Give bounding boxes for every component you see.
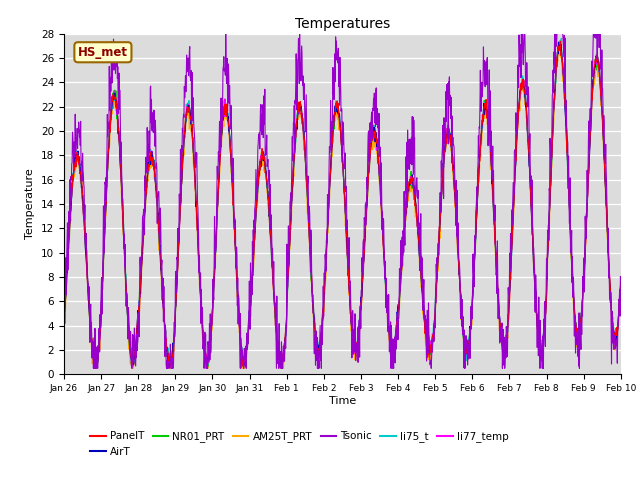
Line: AirT: AirT [64,42,621,367]
AM25T_PRT [90,365,98,371]
Tsonic [90,365,97,371]
AM25T_PRT [617,284,625,290]
Tsonic [429,329,437,335]
Tsonic [552,47,559,53]
AirT [429,333,437,339]
Line: PanelT: PanelT [64,41,621,368]
Tsonic [60,315,68,321]
li75_t [246,302,254,308]
AM25T_PRT [60,329,68,335]
li75_t [557,36,565,41]
PanelT [502,350,509,356]
li77_temp [60,319,68,325]
NR01_PRT [502,337,509,343]
li75_t [429,328,437,334]
li77_temp [171,330,179,336]
PanelT [170,334,178,339]
li75_t [171,328,179,334]
AM25T_PRT [184,104,192,110]
Title: Temperatures: Temperatures [295,17,390,31]
li77_temp [555,39,563,45]
NR01_PRT [60,312,68,318]
Tsonic [171,334,179,340]
NR01_PRT [276,364,284,370]
li77_temp [617,282,625,288]
AirT [60,322,68,327]
li75_t [60,316,68,322]
PanelT [551,90,559,96]
AM25T_PRT [171,331,179,337]
AirT [170,333,178,338]
Tsonic [222,31,230,36]
NR01_PRT [184,100,191,106]
Line: Tsonic: Tsonic [64,34,621,368]
li77_temp [502,333,509,338]
NR01_PRT [429,332,437,338]
li75_t [91,365,99,371]
AM25T_PRT [246,311,254,317]
AirT [184,107,191,112]
li75_t [184,105,192,111]
li75_t [502,340,509,346]
li75_t [617,278,625,284]
Tsonic [502,324,510,329]
NR01_PRT [556,38,564,44]
Line: NR01_PRT: NR01_PRT [64,41,621,367]
AirT [551,88,559,94]
Line: AM25T_PRT: AM25T_PRT [64,42,621,368]
AirT [502,342,509,348]
AM25T_PRT [551,97,559,103]
li77_temp [91,364,99,370]
PanelT [429,332,437,337]
PanelT [617,280,625,286]
PanelT [184,107,191,113]
Tsonic [247,292,255,298]
Y-axis label: Temperature: Temperature [26,168,35,240]
PanelT [246,313,254,319]
Text: HS_met: HS_met [78,46,128,59]
AirT [555,39,563,45]
Tsonic [617,279,625,285]
li77_temp [429,337,437,343]
NR01_PRT [170,330,178,336]
NR01_PRT [617,278,625,284]
li77_temp [246,303,254,309]
NR01_PRT [246,305,254,311]
NR01_PRT [551,88,559,94]
li75_t [551,87,559,93]
AirT [246,305,254,311]
li77_temp [551,85,559,91]
AM25T_PRT [556,39,563,45]
Legend: PanelT, AirT, NR01_PRT, AM25T_PRT, Tsonic, li75_t, li77_temp: PanelT, AirT, NR01_PRT, AM25T_PRT, Tsoni… [86,427,513,461]
Line: li75_t: li75_t [64,38,621,368]
AirT [277,364,285,370]
X-axis label: Time: Time [329,396,356,406]
AM25T_PRT [502,349,509,355]
PanelT [557,38,564,44]
PanelT [60,321,68,326]
AM25T_PRT [429,338,437,344]
PanelT [204,365,211,371]
Line: li77_temp: li77_temp [64,42,621,367]
li77_temp [184,103,192,108]
AirT [617,281,625,287]
Tsonic [184,55,192,61]
